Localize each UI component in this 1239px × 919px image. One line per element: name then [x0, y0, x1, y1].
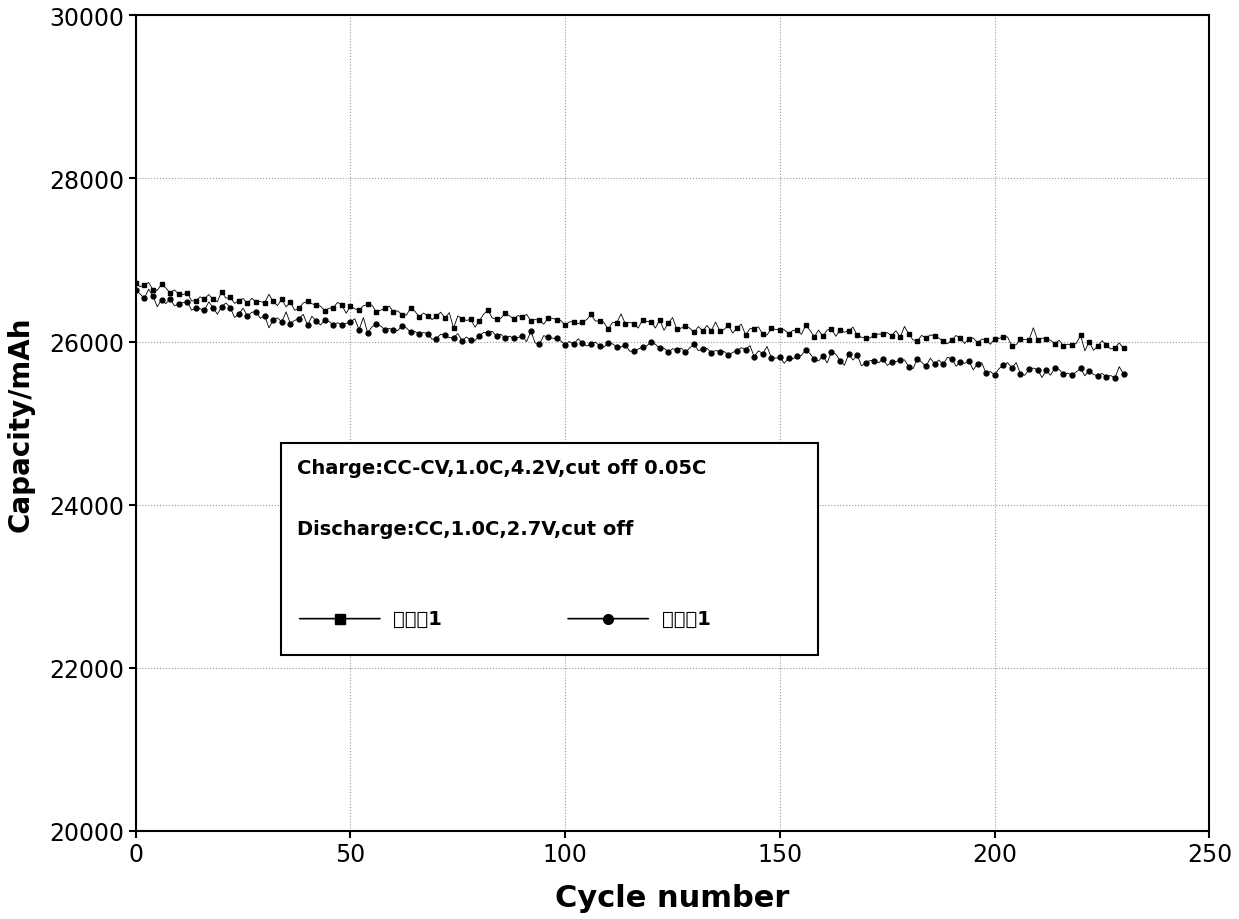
对比例1	[554, 336, 569, 347]
实施例1	[159, 283, 173, 294]
Text: Charge:CC-CV,1.0C,4.2V,cut off 0.05C: Charge:CC-CV,1.0C,4.2V,cut off 0.05C	[297, 459, 706, 478]
实施例1	[1038, 334, 1053, 345]
实施例1	[141, 278, 156, 289]
实施例1	[1116, 344, 1131, 355]
Line: 对比例1: 对比例1	[134, 288, 1126, 381]
对比例1	[1108, 373, 1123, 384]
对比例1	[274, 317, 289, 328]
Text: Discharge:CC,1.0C,2.7V,cut off: Discharge:CC,1.0C,2.7V,cut off	[297, 519, 633, 539]
对比例1	[159, 299, 173, 310]
Text: 对比例1: 对比例1	[662, 609, 711, 629]
X-axis label: Cycle number: Cycle number	[555, 883, 789, 912]
对比例1	[1038, 366, 1053, 377]
对比例1	[1082, 366, 1097, 377]
实施例1	[1087, 346, 1101, 357]
对比例1	[141, 284, 156, 295]
Text: 实施例1: 实施例1	[394, 609, 442, 629]
实施例1	[554, 316, 569, 327]
实施例1	[1073, 331, 1088, 342]
对比例1	[1073, 364, 1088, 375]
FancyBboxPatch shape	[281, 444, 818, 655]
Y-axis label: Capacity/mAh: Capacity/mAh	[7, 316, 35, 531]
Line: 实施例1: 实施例1	[134, 281, 1126, 354]
对比例1	[129, 285, 144, 296]
对比例1	[1116, 369, 1131, 380]
实施例1	[274, 294, 289, 305]
实施例1	[129, 278, 144, 289]
实施例1	[1078, 346, 1093, 357]
